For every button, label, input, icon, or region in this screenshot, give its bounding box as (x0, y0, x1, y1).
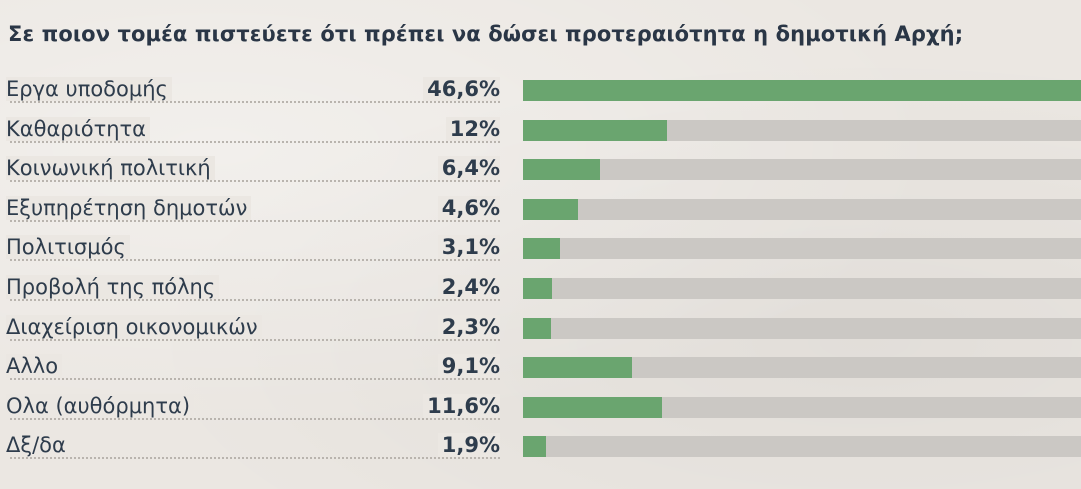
category-label: Δξ/δα (6, 433, 70, 458)
category-label: Αλλο (6, 354, 63, 379)
bar-row: Πολιτισμός 3,1% (0, 228, 1081, 268)
bar (523, 238, 560, 260)
bar-track (523, 80, 1081, 101)
bar-track (523, 159, 1081, 181)
value-label: 12% (445, 116, 500, 141)
bar-row: Προβολή της πόλης 2,4% (0, 268, 1081, 308)
bar (523, 198, 578, 220)
bar (523, 159, 600, 181)
bar-row: Διαχείριση οικονομικών 2,3% (0, 308, 1081, 348)
bar (523, 317, 551, 339)
bar (523, 396, 662, 418)
category-label: Προβολή της πόλης (6, 275, 220, 299)
bar (523, 278, 552, 299)
leader-line (10, 417, 500, 420)
bar-row: Εργα υποδομής 46,6% (0, 70, 1081, 110)
leader-line (10, 299, 500, 301)
bar (523, 436, 546, 458)
leader-line (10, 101, 500, 103)
leader-line (10, 457, 500, 460)
category-label: Εξυπηρέτηση δημοτών (6, 195, 252, 220)
category-label: Εργα υποδομής (6, 77, 172, 101)
bar-row: Καθαριότητα 12% (0, 110, 1081, 150)
leader-line (10, 259, 500, 262)
value-label: 46,6% (423, 77, 500, 101)
value-label: 1,9% (437, 433, 500, 458)
value-label: 11,6% (423, 393, 500, 418)
bar-track (523, 436, 1081, 458)
bar-track (523, 357, 1081, 379)
value-label: 2,3% (437, 314, 500, 339)
chart-title: Σε ποιον τομέα πιστεύετε ότι πρέπει να δ… (8, 22, 964, 46)
leader-line (10, 219, 500, 222)
value-label: 3,1% (437, 235, 500, 260)
category-label: Ολα (αυθόρμητα) (6, 393, 195, 418)
bar-track (523, 317, 1081, 339)
category-label: Καθαριότητα (6, 116, 151, 141)
category-label: Κοινωνική πολιτική (6, 156, 215, 181)
category-label: Πολιτισμός (6, 235, 130, 260)
bar-track (523, 119, 1081, 141)
bar (523, 119, 667, 141)
leader-line (10, 378, 500, 381)
bar-row: Ολα (αυθόρμητα) 11,6% (0, 387, 1081, 427)
bar-row: Κοινωνική πολιτική 6,4% (0, 149, 1081, 189)
bar-row: Δξ/δα 1,9% (0, 426, 1081, 466)
value-label: 9,1% (437, 354, 500, 379)
value-label: 2,4% (437, 275, 500, 299)
bar-row: Εξυπηρέτηση δημοτών 4,6% (0, 189, 1081, 229)
category-label: Διαχείριση οικονομικών (6, 314, 262, 339)
bar-track (523, 278, 1081, 299)
leader-line (10, 338, 500, 341)
bar-track (523, 396, 1081, 418)
leader-line (10, 140, 500, 143)
bar (523, 80, 1081, 101)
value-label: 4,6% (437, 195, 500, 220)
bar-track (523, 198, 1081, 220)
bar-row: Αλλο 9,1% (0, 347, 1081, 387)
bar (523, 357, 632, 379)
value-label: 6,4% (437, 156, 500, 181)
bar-track (523, 238, 1081, 260)
leader-line (10, 180, 500, 183)
